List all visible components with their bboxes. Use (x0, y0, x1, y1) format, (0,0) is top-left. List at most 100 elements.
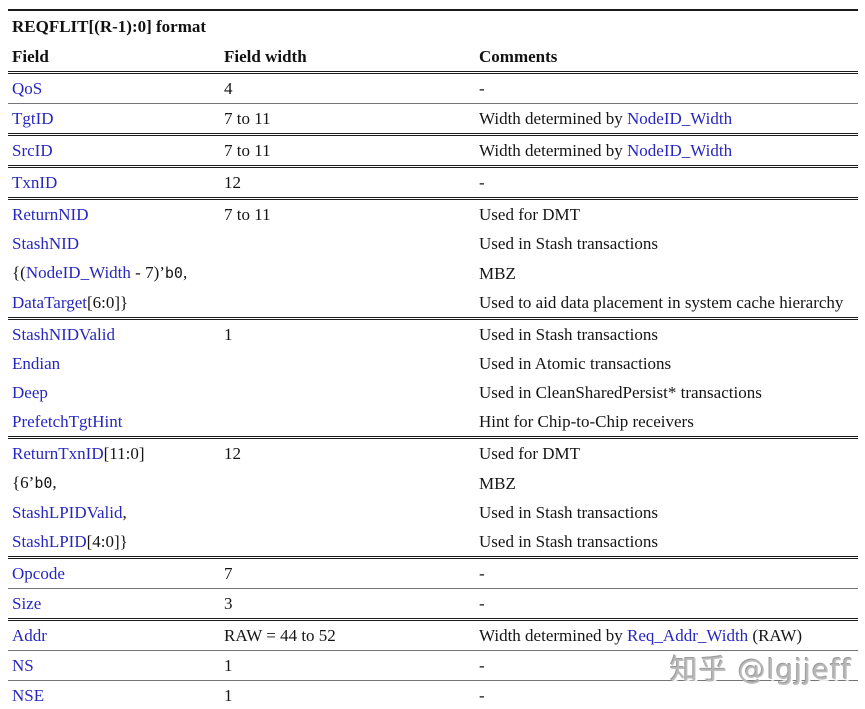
field-link[interactable]: TgtID (12, 109, 54, 128)
table-row-opcode: Opcode 7 - (8, 557, 858, 589)
reqflit-format-table: REQFLIT[(R-1):0] format Field Field widt… (8, 9, 858, 709)
field-link[interactable]: TxnID (12, 173, 58, 192)
nodeid-width-link[interactable]: NodeID_Width (25, 263, 131, 282)
table-row-qos: QoS 4 - (8, 72, 858, 104)
comment-text: Width determined by (479, 109, 628, 128)
comments-cell: - (475, 650, 858, 681)
table-row-tgtid: TgtID 7 to 11 Width determined by NodeID… (8, 103, 858, 136)
field-link[interactable]: SrcID (12, 141, 53, 160)
col-header-comments: Comments (475, 42, 858, 74)
comment-text: - (479, 686, 485, 705)
field-cell: Deep (8, 378, 220, 407)
comment-text: Used in Stash transactions (479, 325, 658, 344)
comments-cell: - (475, 166, 858, 200)
table-title: REQFLIT[(R-1):0] format (12, 17, 207, 36)
comment-text: Used for DMT (479, 205, 581, 224)
field-link[interactable]: PrefetchTgtHint (12, 412, 123, 431)
comment-text: Used in CleanSharedPersist* transactions (479, 383, 762, 402)
table-row-deep: Deep Used in CleanSharedPersist* transac… (8, 378, 858, 407)
field-cell: PrefetchTgtHint (8, 407, 220, 439)
comment-text: Width determined by (479, 626, 628, 645)
width-cell (220, 468, 475, 498)
field-link[interactable]: Endian (12, 354, 61, 373)
req-addr-width-link[interactable]: Req_Addr_Width (627, 626, 749, 645)
field-link[interactable]: NS (12, 656, 34, 675)
width-cell: RAW = 44 to 52 (220, 619, 475, 651)
width-cell: 1 (224, 325, 233, 344)
comments-cell: Width determined by NodeID_Width (475, 103, 858, 136)
field-link[interactable]: Deep (12, 383, 48, 402)
field-cell: Size (8, 588, 220, 621)
field-cell: NS (8, 650, 220, 681)
comments-cell: MBZ (475, 258, 858, 288)
comments-cell: - (475, 588, 858, 621)
field-cell: {(NodeID_Width - 7)’b0, (8, 258, 220, 288)
field-link[interactable]: QoS (12, 79, 43, 98)
col-header-field-width: Field width (220, 42, 475, 74)
comment-text: - (479, 594, 485, 613)
table-row-ns: NS 1 - (8, 650, 858, 681)
width-cell: 7 to 11 (224, 205, 271, 224)
field-link[interactable]: Addr (12, 626, 47, 645)
field-link[interactable]: StashLPID (12, 532, 87, 551)
field-link[interactable]: NSE (12, 686, 45, 705)
verilog-literal: b0 (164, 264, 183, 282)
field-link[interactable]: StashLPIDValid (12, 503, 123, 522)
field-link[interactable]: StashNID (12, 234, 80, 253)
field-link[interactable]: Opcode (12, 564, 65, 583)
nodeid-width-link[interactable]: NodeID_Width (627, 141, 733, 160)
comment-text: Width determined by (479, 141, 628, 160)
field-cell: StashNIDValid (8, 319, 220, 350)
width-cell: 1 (220, 650, 475, 681)
comment-text: Used in Stash transactions (479, 532, 658, 551)
width-cell: 7 to 11 (220, 134, 475, 168)
width-cell (220, 349, 475, 378)
comment-text: - (479, 79, 485, 98)
width-cell: 7 (220, 557, 475, 589)
width-cell: 12 (224, 444, 241, 463)
table-row-6b0-pad: {6’b0, MBZ (8, 468, 858, 498)
table-row-stashlpidvalid: StashLPIDValid, Used in Stash transactio… (8, 498, 858, 527)
comment-text: MBZ (479, 473, 516, 493)
comment-text: Used in Stash transactions (479, 503, 658, 522)
table-row-endian: Endian Used in Atomic transactions (8, 349, 858, 378)
table-row-stashlpid: StashLPID[4:0]} Used in Stash transactio… (8, 527, 858, 559)
comments-cell: Used to aid data placement in system cac… (475, 288, 858, 320)
field-cell: ReturnNID (8, 199, 220, 230)
comments-cell: Width determined by Req_Addr_Width (RAW) (475, 619, 858, 651)
field-cell: Opcode (8, 557, 220, 589)
comments-cell: Width determined by NodeID_Width (475, 134, 858, 168)
field-link[interactable]: ReturnNID (12, 205, 89, 224)
table-row-size: Size 3 - (8, 588, 858, 621)
field-cell: StashNID (8, 229, 220, 258)
field-link[interactable]: ReturnTxnID (12, 444, 104, 463)
comments-cell: Used for DMT (475, 438, 858, 469)
field-cell: TxnID (8, 166, 220, 200)
nodeid-width-link[interactable]: NodeID_Width (627, 109, 733, 128)
comments-cell: Used in CleanSharedPersist* transactions (475, 378, 858, 407)
table-row-returnnid: ReturnNID 7 to 11 Used for DMT (8, 199, 858, 230)
field-cell: SrcID (8, 134, 220, 168)
field-text: [11:0] (103, 444, 145, 463)
comments-cell: Used in Stash transactions (475, 498, 858, 527)
field-text: , (122, 503, 127, 522)
comment-text: Used in Atomic transactions (479, 354, 672, 373)
comments-cell: Used in Stash transactions (475, 229, 858, 258)
col-header-field: Field (8, 42, 220, 74)
comments-cell: MBZ (475, 468, 858, 498)
field-link[interactable]: DataTarget (12, 293, 87, 312)
field-link[interactable]: Size (12, 594, 42, 613)
width-cell (220, 407, 475, 439)
field-text: , (52, 473, 57, 492)
comment-text: Hint for Chip-to-Chip receivers (479, 412, 694, 431)
field-cell: ReturnTxnID[11:0] (8, 438, 220, 469)
comment-text: MBZ (479, 263, 516, 283)
field-cell: TgtID (8, 103, 220, 136)
field-cell: Endian (8, 349, 220, 378)
comment-text: - (479, 656, 485, 675)
field-cell: NSE (8, 680, 220, 709)
verilog-literal: b0 (34, 474, 53, 492)
field-link[interactable]: StashNIDValid (12, 325, 115, 344)
field-cell: QoS (8, 72, 220, 104)
